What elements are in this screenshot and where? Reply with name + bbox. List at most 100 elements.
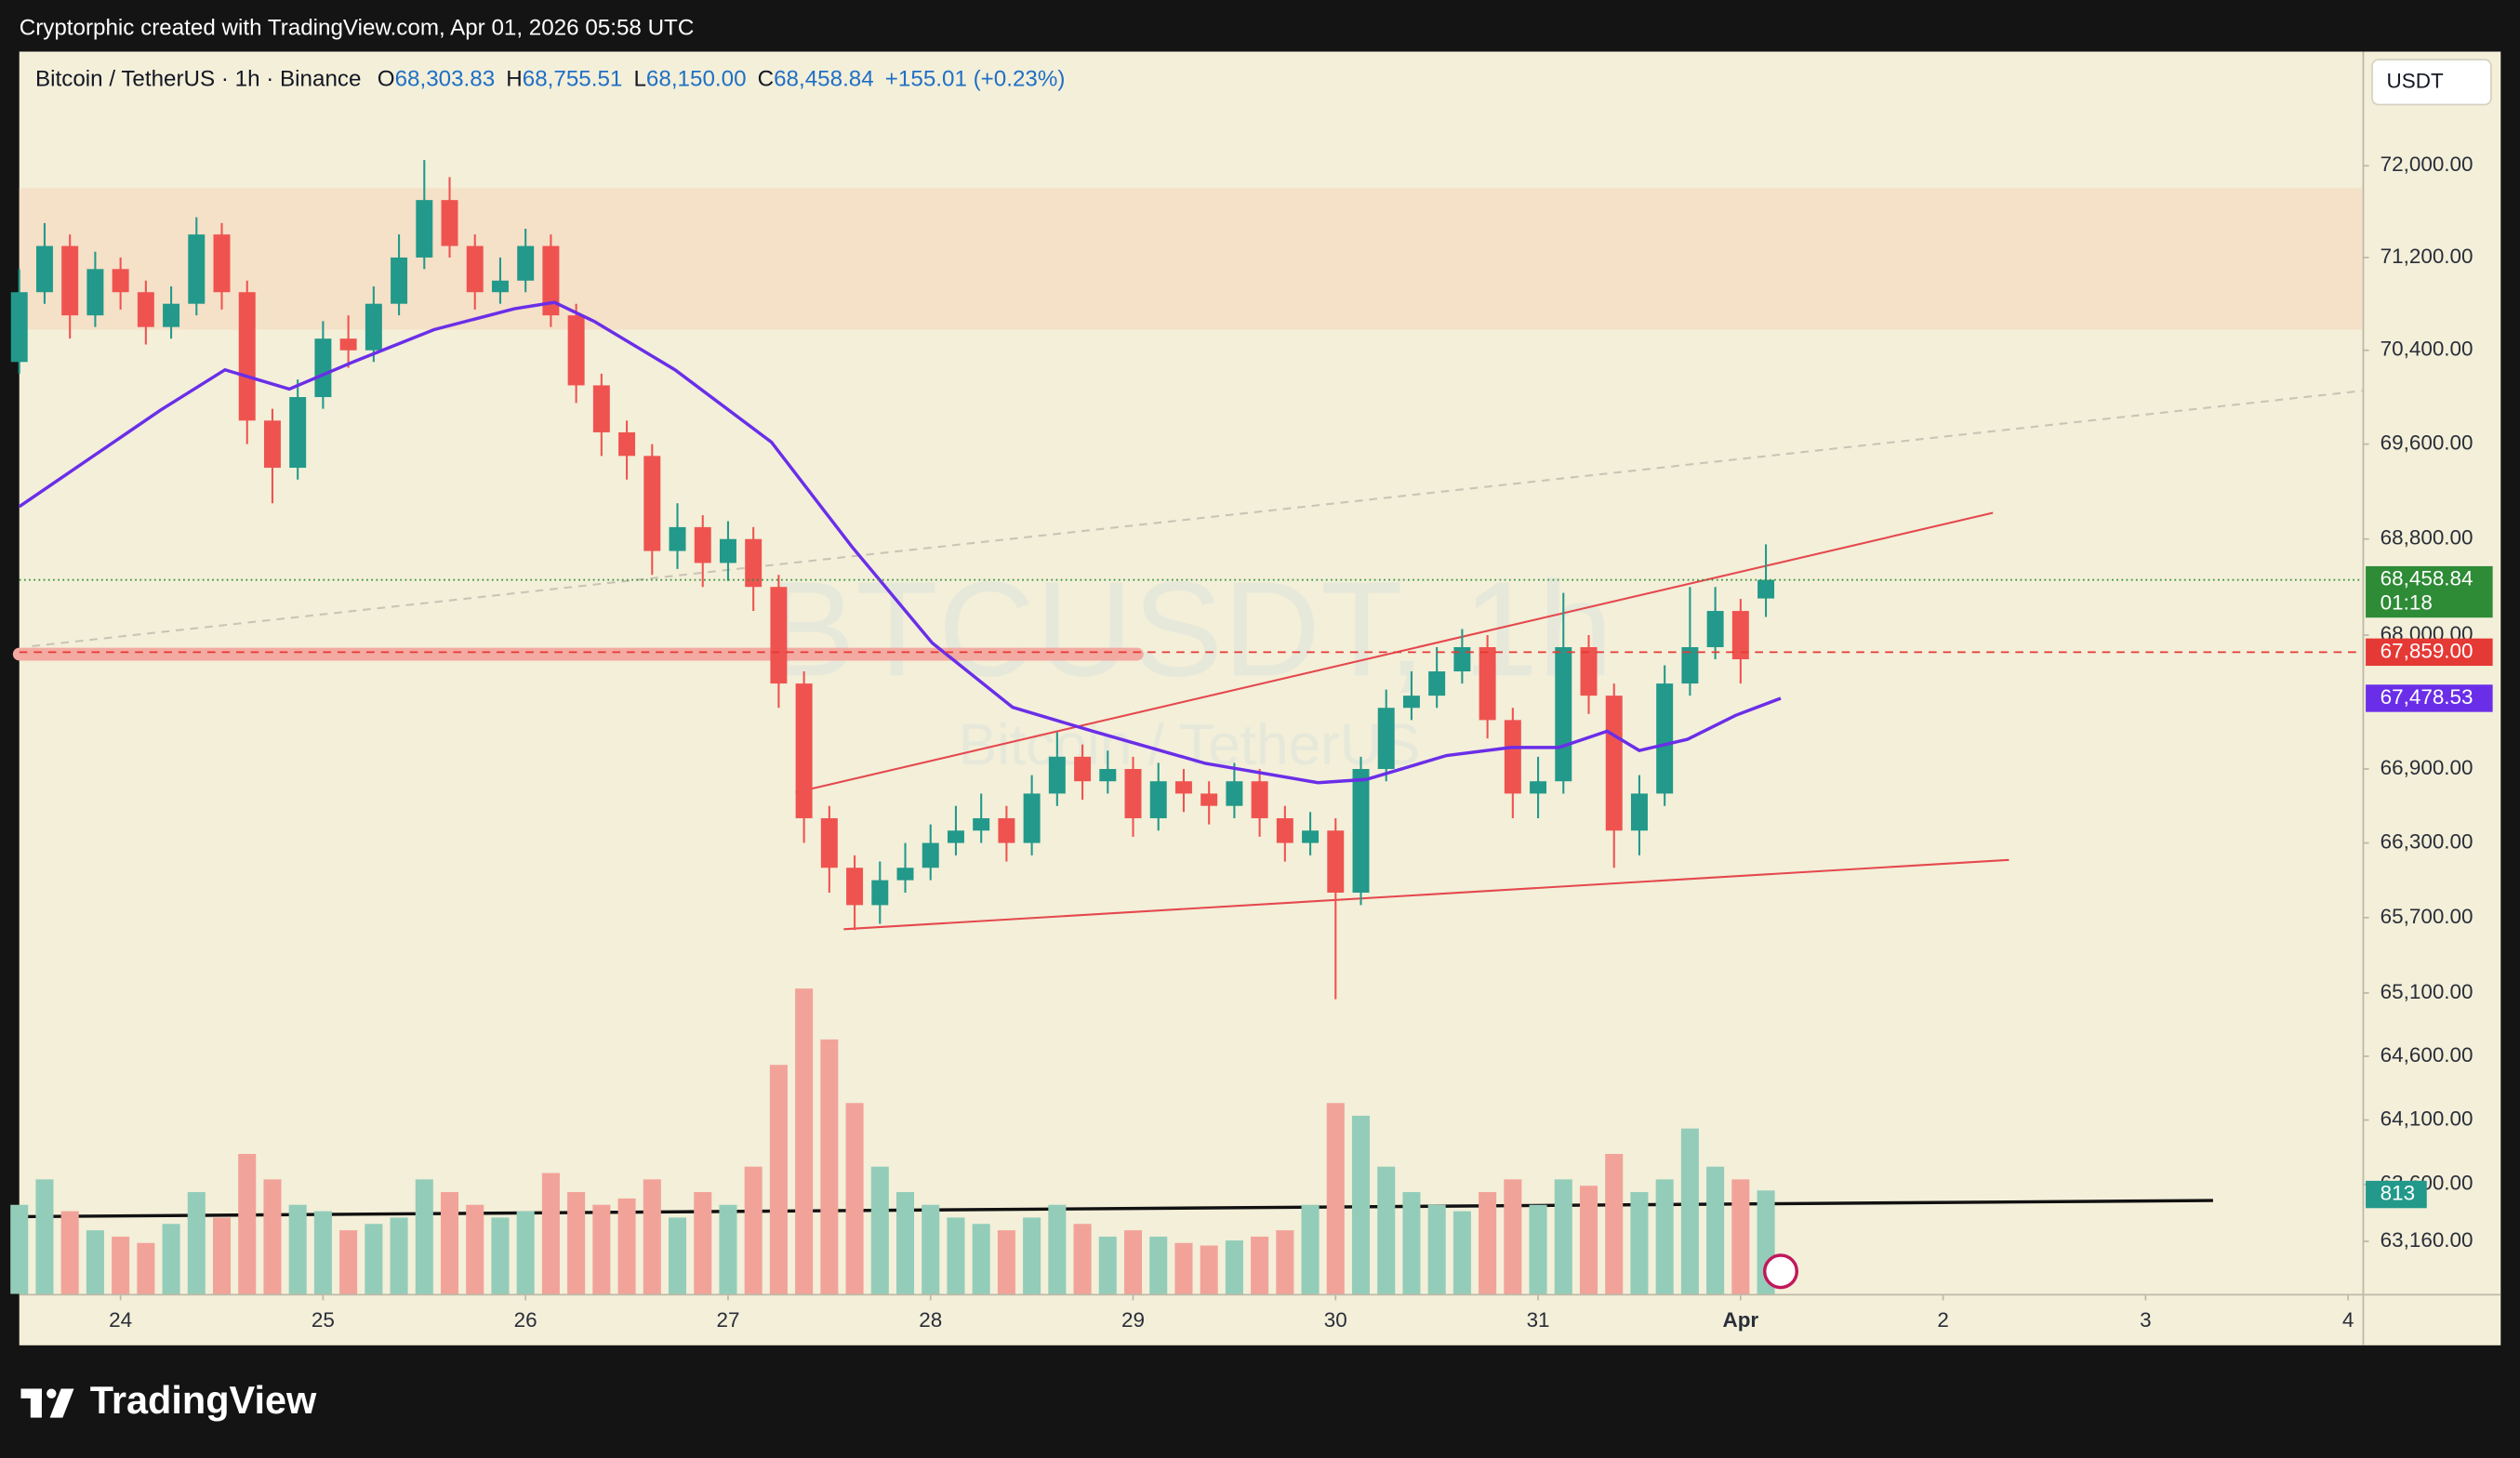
candle-body [213, 234, 231, 293]
resistance-zone [19, 188, 2363, 330]
volume-bar [567, 1192, 586, 1294]
volume-bar [1123, 1230, 1143, 1294]
volume-bar [1579, 1186, 1598, 1294]
candle-body [1327, 830, 1345, 893]
currency-button[interactable] [2371, 59, 2492, 106]
price-label-box [2366, 565, 2493, 618]
candle-body [542, 245, 560, 316]
candle-body [669, 526, 686, 551]
volume-bar [668, 1217, 687, 1294]
volume-bar [820, 1039, 839, 1294]
volume-bar [1504, 1179, 1522, 1294]
volume-bar [1731, 1179, 1750, 1294]
y-tick-label: 66,300.00 [2381, 829, 2474, 853]
candle-body [441, 200, 458, 246]
trend-line [19, 1199, 2213, 1219]
candle-body [795, 683, 813, 818]
volume-bar [35, 1179, 54, 1294]
candle-body [137, 292, 154, 327]
volume-bar [365, 1224, 383, 1294]
ohlc-value: 68,303.83 [395, 67, 496, 92]
x-tick-label: Apr [1722, 1308, 1758, 1332]
x-tick-label: 25 [312, 1308, 335, 1332]
candle-body [1251, 781, 1268, 818]
y-tick-label: 71,200.00 [2381, 245, 2474, 268]
volume-bar [238, 1153, 257, 1294]
volume-bar [112, 1236, 130, 1294]
volume-bar [947, 1217, 965, 1294]
candle-body [188, 234, 206, 304]
candle-body [1023, 793, 1041, 843]
candle-body [1656, 683, 1674, 794]
y-tick-label: 65,700.00 [2381, 905, 2474, 928]
watermark-subtitle: Bitcoin / TetherUS [959, 713, 1421, 777]
brand: TradingView [90, 1378, 317, 1422]
volume-bar [390, 1217, 408, 1294]
candle-body [391, 257, 408, 304]
logo-part [30, 1388, 42, 1418]
volume-bar [1225, 1240, 1243, 1294]
candle-body [35, 245, 53, 293]
price-label: 67,478.53 [2381, 685, 2474, 709]
candle-body [592, 385, 610, 432]
volume-bar [1655, 1179, 1674, 1294]
logo-part [49, 1388, 74, 1418]
candle-body [871, 880, 889, 906]
candle-body [491, 280, 509, 293]
x-tick-label: 4 [2342, 1308, 2354, 1332]
volume-bar [1251, 1236, 1269, 1294]
symbol-title: Bitcoin / TetherUS · 1h · Binance [35, 67, 361, 92]
volume-bar [1554, 1179, 1572, 1294]
x-tick-label: 24 [109, 1308, 132, 1332]
volume-bar [1452, 1211, 1471, 1294]
volume-bar [972, 1224, 990, 1294]
time-axis [19, 1293, 2501, 1345]
volume-bar [744, 1166, 763, 1294]
volume-bar [1098, 1236, 1117, 1294]
volume-bar [1706, 1166, 1725, 1294]
candle-body [846, 868, 864, 906]
trend-line [32, 390, 2363, 647]
candle-body [1124, 769, 1142, 818]
volume-bar [288, 1204, 307, 1294]
y-tick-label: 63,160.00 [2381, 1228, 2474, 1252]
volume-bar [719, 1204, 737, 1294]
ohlc-key: O [378, 67, 395, 92]
candle-body [1706, 611, 1724, 647]
candle-body [643, 456, 661, 551]
candle-body [567, 315, 585, 386]
volume-bar [10, 1204, 29, 1294]
change: +155.01 (+0.23%) [885, 67, 1066, 92]
volume-bar [339, 1230, 358, 1294]
volume-bar [769, 1065, 788, 1294]
volume-bar [415, 1179, 433, 1294]
price-label-box [2366, 638, 2493, 667]
volume-label-box [2366, 1180, 2427, 1209]
candle-body [618, 431, 636, 457]
candle-body [1402, 696, 1420, 709]
volume-bar [997, 1230, 1015, 1294]
candle-body [289, 397, 307, 469]
candle-body [1226, 781, 1243, 806]
volume-bar [1630, 1192, 1649, 1294]
candle-body [1099, 769, 1117, 782]
candle-body [1630, 793, 1648, 831]
volume-bar [1073, 1224, 1092, 1294]
volume-bar [541, 1173, 560, 1294]
volume-bar [1402, 1192, 1421, 1294]
candle-body [1377, 708, 1395, 770]
x-tick-label: 26 [514, 1308, 537, 1332]
ohlc-key: L [633, 67, 645, 92]
currency-label[interactable]: USDT [2387, 69, 2444, 92]
y-tick-label: 64,100.00 [2381, 1107, 2474, 1130]
countdown: 01:18 [2381, 590, 2433, 614]
y-tick-label: 69,600.00 [2381, 431, 2474, 455]
volume-bar [516, 1211, 535, 1294]
plot-layer: BTCUSDT, 1h Bitcoin / TetherUS 72,000.00 71… [10, 152, 2493, 1332]
candle-body [112, 269, 129, 293]
volume-bar [592, 1204, 611, 1294]
volume-bar [617, 1198, 636, 1294]
candle-body [1757, 579, 1775, 599]
candle-body [238, 292, 256, 421]
